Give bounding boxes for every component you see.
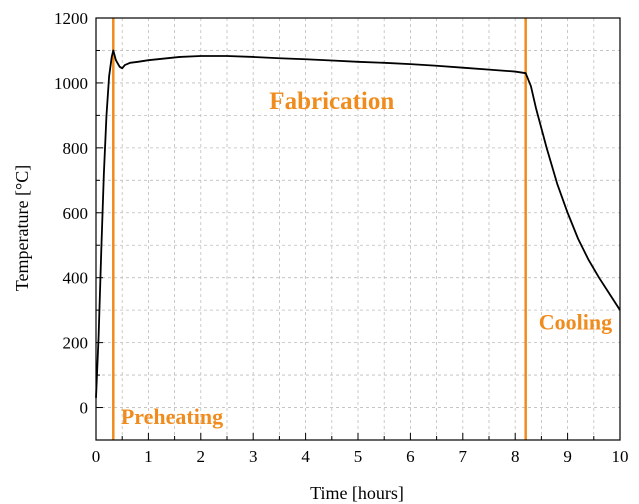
annotations: Fabrication Preheating Cooling: [121, 88, 612, 429]
y-tick-label: 200: [63, 334, 89, 353]
y-tick-label: 400: [63, 269, 89, 288]
x-tick-label: 8: [511, 447, 520, 466]
y-tick-label: 800: [63, 139, 89, 158]
x-tick-label: 0: [92, 447, 101, 466]
axis-ticks: [95, 17, 621, 441]
x-tick-label: 9: [563, 447, 572, 466]
phase-annotation: Cooling: [539, 310, 612, 335]
x-tick-label: 3: [249, 447, 258, 466]
y-tick-label: 0: [80, 399, 89, 418]
y-tick-labels: 0 200 400 600 800 1000 1200: [54, 9, 88, 418]
x-tick-label: 5: [354, 447, 363, 466]
series-group: [95, 49, 621, 398]
grid-lines: [96, 18, 620, 440]
y-tick-label: 1200: [54, 9, 88, 28]
phase-annotation: Fabrication: [269, 88, 394, 115]
y-tick-label: 600: [63, 204, 89, 223]
x-tick-label: 2: [197, 447, 206, 466]
phase-lines: [112, 18, 527, 440]
x-tick-label: 10: [612, 447, 629, 466]
x-tick-label: 4: [301, 447, 310, 466]
temperature-line: [95, 49, 621, 398]
phase-annotation: Preheating: [121, 404, 223, 429]
x-tick-label: 6: [406, 447, 415, 466]
y-axis-title: Temperature [°C]: [12, 165, 32, 291]
y-tick-label: 1000: [54, 74, 88, 93]
x-tick-label: 7: [459, 447, 468, 466]
x-tick-label: 1: [144, 447, 153, 466]
x-tick-labels: 0 1 2 3 4 5 6 7 8 9 10: [92, 447, 629, 466]
x-axis-title: Time [hours]: [310, 483, 404, 503]
